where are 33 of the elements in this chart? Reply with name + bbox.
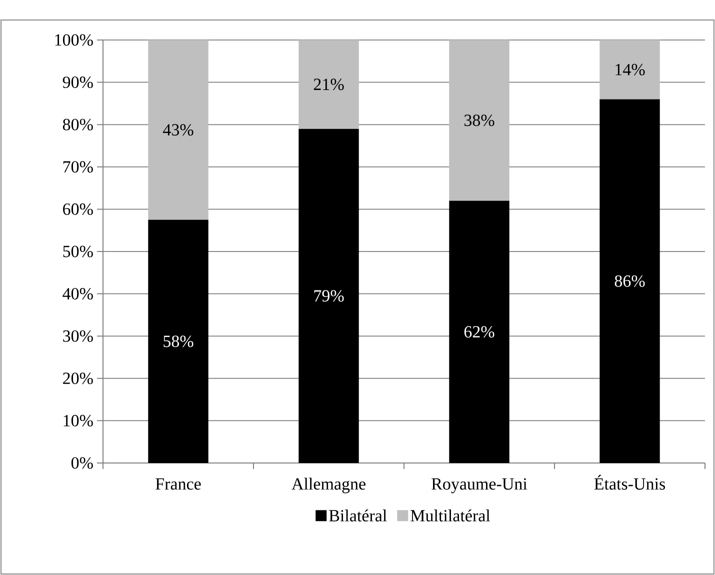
y-tick-label: 60% <box>63 203 93 215</box>
data-label: 62% <box>464 326 494 338</box>
x-tick-label: Allemagne <box>292 478 366 494</box>
data-label: 38% <box>464 114 494 126</box>
bar <box>148 220 208 463</box>
y-tick-label: 50% <box>63 246 93 258</box>
y-tick-label: 70% <box>63 161 93 173</box>
bar <box>298 40 359 129</box>
data-label: 58% <box>164 336 194 348</box>
y-tick-label: 10% <box>64 414 93 426</box>
bar <box>298 128 359 463</box>
data-label: 86% <box>614 275 645 287</box>
x-tick-label: France <box>156 478 201 490</box>
y-tick-label: 40% <box>62 288 93 300</box>
y-tick-label: 80% <box>62 118 93 130</box>
x-tick-label: Royaume-Uni <box>432 478 528 494</box>
y-tick-label: 100% <box>55 34 93 46</box>
y-tick-label: 20% <box>63 372 93 384</box>
bar <box>148 40 208 220</box>
x-tick-label: États-Unis <box>594 474 666 490</box>
y-tick-label: 30% <box>63 330 93 342</box>
data-label: 79% <box>314 290 344 302</box>
bar <box>600 99 660 463</box>
y-tick-label: 90% <box>62 76 93 88</box>
data-label: 43% <box>163 124 194 136</box>
legend-label: Bilatéral <box>329 509 387 522</box>
y-tick-label: 0% <box>71 457 93 469</box>
bar <box>600 40 660 100</box>
bar <box>449 200 510 463</box>
bar <box>449 40 510 201</box>
data-label: 21% <box>314 78 344 90</box>
legend-label: Multilatéral <box>410 509 490 522</box>
data-label: 14% <box>616 64 645 76</box>
